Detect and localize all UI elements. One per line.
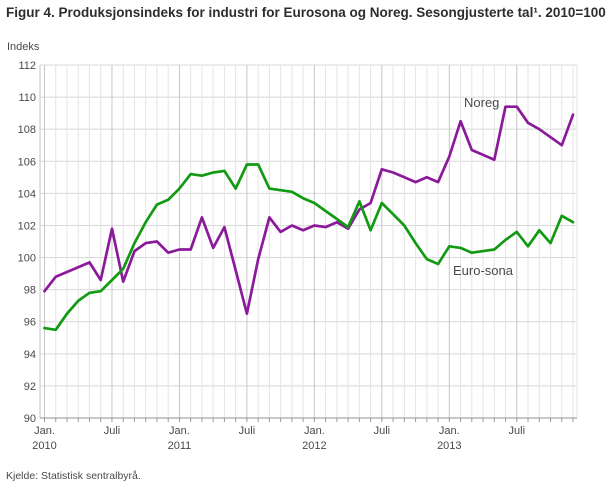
series-label-noreg: Noreg — [464, 95, 499, 110]
y-tick-label: 104 — [18, 188, 36, 200]
y-tick-label: 94 — [24, 349, 36, 361]
y-tick-label: 100 — [18, 253, 36, 265]
y-tick-label: 92 — [24, 381, 36, 393]
y-tick-label: 110 — [18, 92, 36, 104]
y-axis-unit-label: Indeks — [7, 41, 40, 53]
y-tick-label: 106 — [18, 156, 36, 168]
y-tick-label: 96 — [24, 317, 36, 329]
x-tick-year-label: 2012 — [302, 440, 326, 452]
x-tick-label: Juli — [509, 425, 526, 437]
x-tick-year-label: 2011 — [168, 440, 192, 452]
y-tick-label: 90 — [24, 413, 36, 425]
x-tick-label: Juli — [104, 425, 121, 437]
x-tick-label: Jan. — [439, 425, 460, 437]
noreg-line — [43, 105, 575, 316]
x-tick-label: Juli — [239, 425, 256, 437]
source-note: Kjelde: Statistisk sentralbyrå. — [6, 470, 141, 482]
figure-title: Figur 4. Produksjonsindeks for industri … — [6, 5, 606, 20]
x-tick-label: Juli — [374, 425, 391, 437]
y-tick-label: 102 — [18, 220, 36, 232]
x-tick-year-label: 2013 — [437, 440, 461, 452]
y-tick-label: 98 — [24, 285, 36, 297]
euro-sona-line — [43, 163, 575, 332]
y-tick-label: 108 — [18, 124, 36, 136]
x-tick-label: Jan. — [169, 425, 190, 437]
x-tick-year-label: 2010 — [32, 440, 56, 452]
x-tick-label: Jan. — [304, 425, 325, 437]
series-label-euro-sona: Euro-sona — [453, 263, 514, 278]
y-tick-label: 112 — [18, 60, 36, 72]
x-tick-label: Jan. — [34, 425, 55, 437]
